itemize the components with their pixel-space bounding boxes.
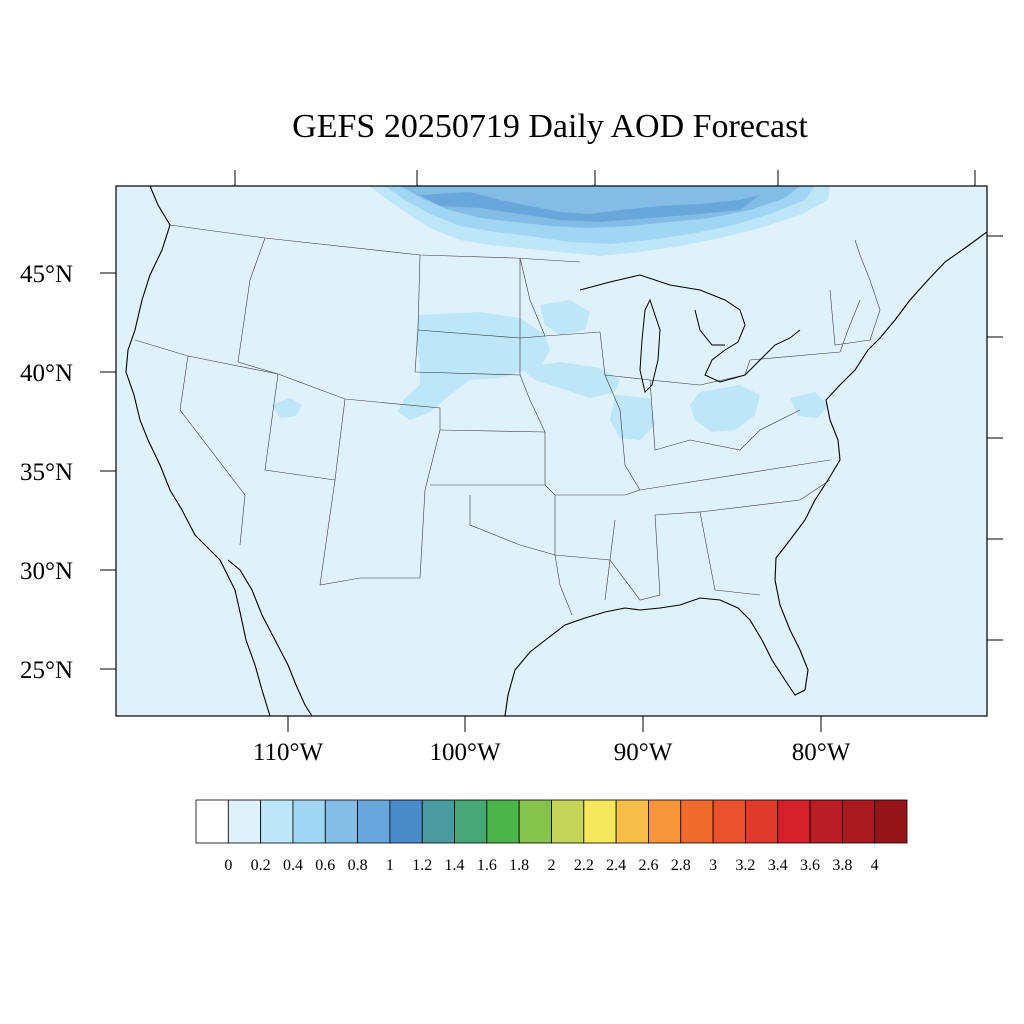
baja-coast bbox=[227, 559, 313, 716]
lat-label-30: 30°N bbox=[20, 558, 73, 585]
colorbar-label: 0.8 bbox=[348, 857, 368, 874]
colorbar-swatch bbox=[841, 799, 876, 844]
lon-label-80: 80°W bbox=[792, 739, 851, 766]
colorbar-label: 1 bbox=[386, 857, 394, 874]
lat-label-45: 45°N bbox=[20, 261, 73, 288]
colorbar-swatch bbox=[745, 799, 779, 844]
colorbar-swatch bbox=[227, 799, 262, 844]
lon-label-90: 90°W bbox=[614, 739, 673, 766]
colorbar-swatch bbox=[260, 799, 294, 844]
colorbar-swatch bbox=[615, 799, 649, 844]
colorbar-label: 4 bbox=[871, 857, 879, 874]
colorbar-swatch bbox=[583, 799, 617, 844]
map-frame bbox=[115, 185, 988, 717]
colorbar-swatch bbox=[324, 799, 358, 844]
colorbar-label: 3 bbox=[709, 857, 717, 874]
colorbar-swatch bbox=[421, 799, 455, 844]
colorbar-swatch bbox=[777, 799, 811, 844]
lon-label-100: 100°W bbox=[429, 739, 500, 766]
colorbar-label: 1.8 bbox=[509, 857, 529, 874]
map-title: GEFS 20250719 Daily AOD Forecast bbox=[292, 108, 808, 145]
lat-label-35: 35°N bbox=[20, 459, 73, 486]
frame-ticks bbox=[100, 170, 1003, 732]
colorbar-label: 1.4 bbox=[445, 857, 465, 874]
map-background bbox=[116, 186, 987, 716]
colorbar-label: 0.2 bbox=[251, 857, 271, 874]
colorbar-label: 2.8 bbox=[671, 857, 691, 874]
map-content bbox=[125, 186, 987, 716]
colorbar-labels: 0 0.2 0.4 0.6 0.8 1 1.2 1.4 1.6 1.8 2 2.2 2.4 2.6 2.8 3… bbox=[224, 857, 878, 874]
colorbar-swatch bbox=[712, 799, 746, 844]
colorbar-swatch bbox=[454, 799, 488, 844]
colorbar-label: 2.4 bbox=[606, 857, 626, 874]
colorbar-swatch bbox=[874, 799, 908, 844]
colorbar-swatch bbox=[551, 799, 585, 844]
colorbar-label: 0.6 bbox=[315, 857, 335, 874]
colorbar-label: 3.6 bbox=[800, 857, 820, 874]
colorbar-swatch bbox=[195, 799, 229, 844]
colorbar-swatch bbox=[518, 799, 552, 844]
lon-label-110: 110°W bbox=[253, 739, 324, 766]
colorbar-label: 3.8 bbox=[832, 857, 852, 874]
gulf-coast bbox=[504, 231, 987, 716]
aod-plume-canada bbox=[370, 186, 830, 256]
colorbar-label: 0 bbox=[224, 857, 232, 874]
great-lakes bbox=[579, 274, 801, 393]
colorbar-label: 1.6 bbox=[477, 857, 497, 874]
lat-label-40: 40°N bbox=[20, 360, 73, 387]
colorbar-label: 3.4 bbox=[768, 857, 788, 874]
aod-patch-ohio-valley bbox=[610, 385, 828, 440]
colorbar-label: 0.4 bbox=[283, 857, 303, 874]
colorbar-swatch bbox=[389, 799, 423, 844]
aod-patch-plains bbox=[398, 300, 620, 420]
colorbar bbox=[195, 799, 908, 844]
colorbar-label: 3.2 bbox=[735, 857, 755, 874]
lat-label-25: 25°N bbox=[20, 657, 73, 684]
colorbar-swatch bbox=[648, 799, 682, 844]
coastline bbox=[125, 186, 271, 716]
colorbar-swatch bbox=[292, 799, 326, 844]
aod-patch-utah bbox=[272, 398, 302, 418]
colorbar-swatch bbox=[809, 799, 843, 844]
state-borders bbox=[134, 224, 881, 616]
colorbar-label: 1.2 bbox=[412, 857, 432, 874]
colorbar-label: 2 bbox=[548, 857, 556, 874]
colorbar-swatch bbox=[680, 799, 714, 844]
colorbar-swatch bbox=[486, 799, 520, 844]
colorbar-swatch bbox=[357, 799, 391, 844]
colorbar-label: 2.2 bbox=[574, 857, 594, 874]
colorbar-label: 2.6 bbox=[638, 857, 658, 874]
